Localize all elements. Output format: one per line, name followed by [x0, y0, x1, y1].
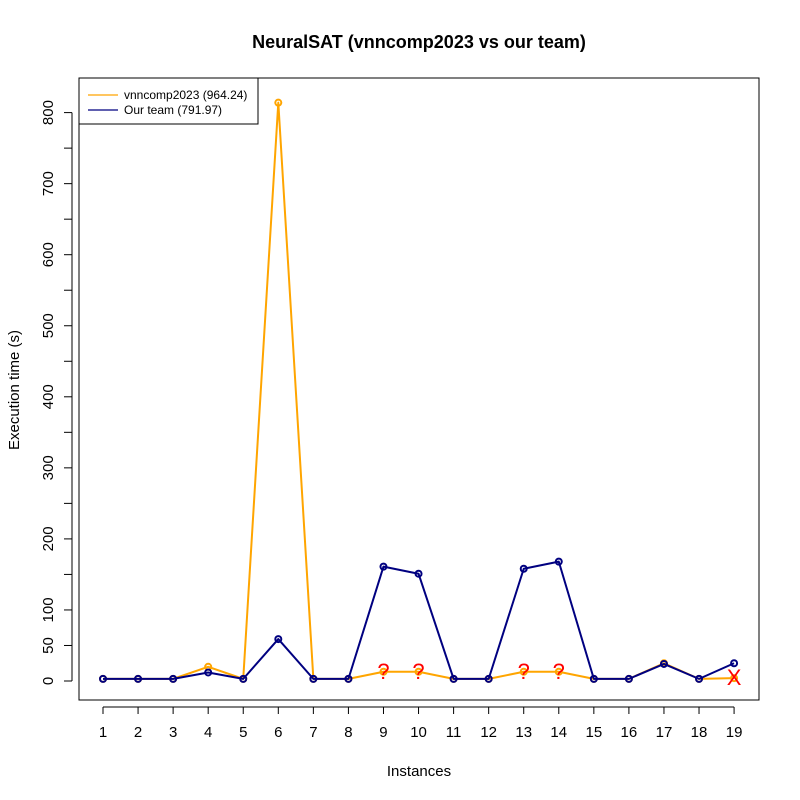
- x-tick-label: 13: [515, 724, 532, 741]
- data-point: [589, 674, 598, 683]
- data-point: [519, 667, 528, 676]
- series-line: [103, 101, 735, 680]
- x-axis-label: Instances: [387, 763, 451, 780]
- x-tick-label: 8: [344, 724, 352, 741]
- x-tick-label: 15: [585, 724, 602, 741]
- x-tick-label: 6: [274, 724, 282, 741]
- x-tick-label: 16: [621, 724, 638, 741]
- data-point: [554, 667, 563, 676]
- x-tick-label: 14: [550, 724, 567, 741]
- x-tick-label: 1: [99, 724, 107, 741]
- x-tick-label: 5: [239, 724, 247, 741]
- x-tick-label: 3: [169, 724, 177, 741]
- legend-label-our-team: Our team (791.97): [124, 103, 222, 117]
- x-tick-label: 2: [134, 724, 142, 741]
- x-tick-label: 17: [656, 724, 673, 741]
- data-point: [554, 557, 563, 566]
- x-tick-label: 11: [446, 724, 462, 741]
- x-axis: 1 2 3 4 5 6 7 8 9 10 11 12 13 14 15 16 17 18 19: [99, 706, 743, 741]
- unknown-marker: ?: [518, 659, 530, 684]
- data-point: [695, 674, 704, 683]
- data-point: [204, 668, 213, 677]
- data-point: [519, 564, 528, 573]
- y-axis-label: Execution time (s): [6, 330, 23, 450]
- y-tick-label: 600: [40, 242, 57, 267]
- series-layer: [99, 98, 739, 683]
- x-tick-label: 4: [204, 724, 212, 741]
- legend-label-vnncomp2023: vnncomp2023 (964.24): [124, 88, 247, 102]
- x-tick-label: 18: [691, 724, 708, 741]
- y-tick-label: 800: [40, 100, 57, 125]
- unknown-marker: ?: [553, 659, 565, 684]
- y-tick-label: 100: [40, 597, 57, 622]
- data-point: [379, 667, 388, 676]
- data-point: [134, 674, 143, 683]
- data-point: [624, 674, 633, 683]
- series-0: [99, 98, 739, 683]
- failure-marker: X: [727, 665, 742, 690]
- y-tick-label: 500: [40, 313, 57, 338]
- data-point: [484, 674, 493, 683]
- x-tick-label: 9: [379, 724, 387, 741]
- legend: vnncomp2023 (964.24) Our team (791.97): [78, 77, 259, 125]
- y-tick-label: 700: [40, 171, 57, 196]
- y-tick-label: 50: [40, 637, 57, 654]
- series-1: [99, 557, 739, 683]
- data-point: [169, 674, 178, 683]
- chart-title: NeuralSAT (vnncomp2023 vs our team): [252, 32, 586, 52]
- data-point: [309, 674, 318, 683]
- y-axis: 0 50 100 200 300 400 500 600 700 800: [40, 100, 73, 685]
- series-line: [103, 560, 735, 680]
- data-point: [239, 674, 248, 683]
- data-point: [379, 562, 388, 571]
- data-point: [274, 635, 283, 644]
- data-point: [449, 674, 458, 683]
- unknown-marker: ?: [412, 659, 424, 684]
- unknown-marker: ?: [377, 659, 389, 684]
- data-point: [344, 674, 353, 683]
- x-tick-label: 10: [410, 724, 427, 741]
- plot-area: [78, 77, 760, 701]
- x-tick-label: 7: [309, 724, 317, 741]
- y-tick-label: 200: [40, 526, 57, 551]
- y-tick-label: 300: [40, 455, 57, 480]
- y-tick-label: 0: [40, 677, 57, 685]
- x-tick-label: 12: [480, 724, 497, 741]
- data-point: [99, 674, 107, 683]
- data-point: [659, 659, 668, 668]
- data-point: [414, 569, 423, 578]
- annotation-layer: ???? X: [377, 659, 741, 690]
- data-point: [730, 674, 739, 683]
- legend-box: [78, 77, 259, 125]
- data-point: [730, 659, 739, 668]
- x-tick-label: 19: [726, 724, 743, 741]
- y-tick-label: 400: [40, 384, 57, 409]
- data-point: [274, 98, 283, 107]
- data-point: [414, 667, 423, 676]
